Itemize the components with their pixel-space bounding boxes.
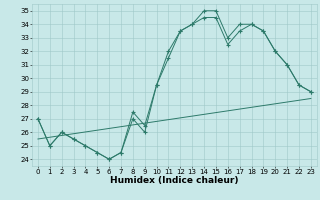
X-axis label: Humidex (Indice chaleur): Humidex (Indice chaleur) [110, 176, 239, 185]
